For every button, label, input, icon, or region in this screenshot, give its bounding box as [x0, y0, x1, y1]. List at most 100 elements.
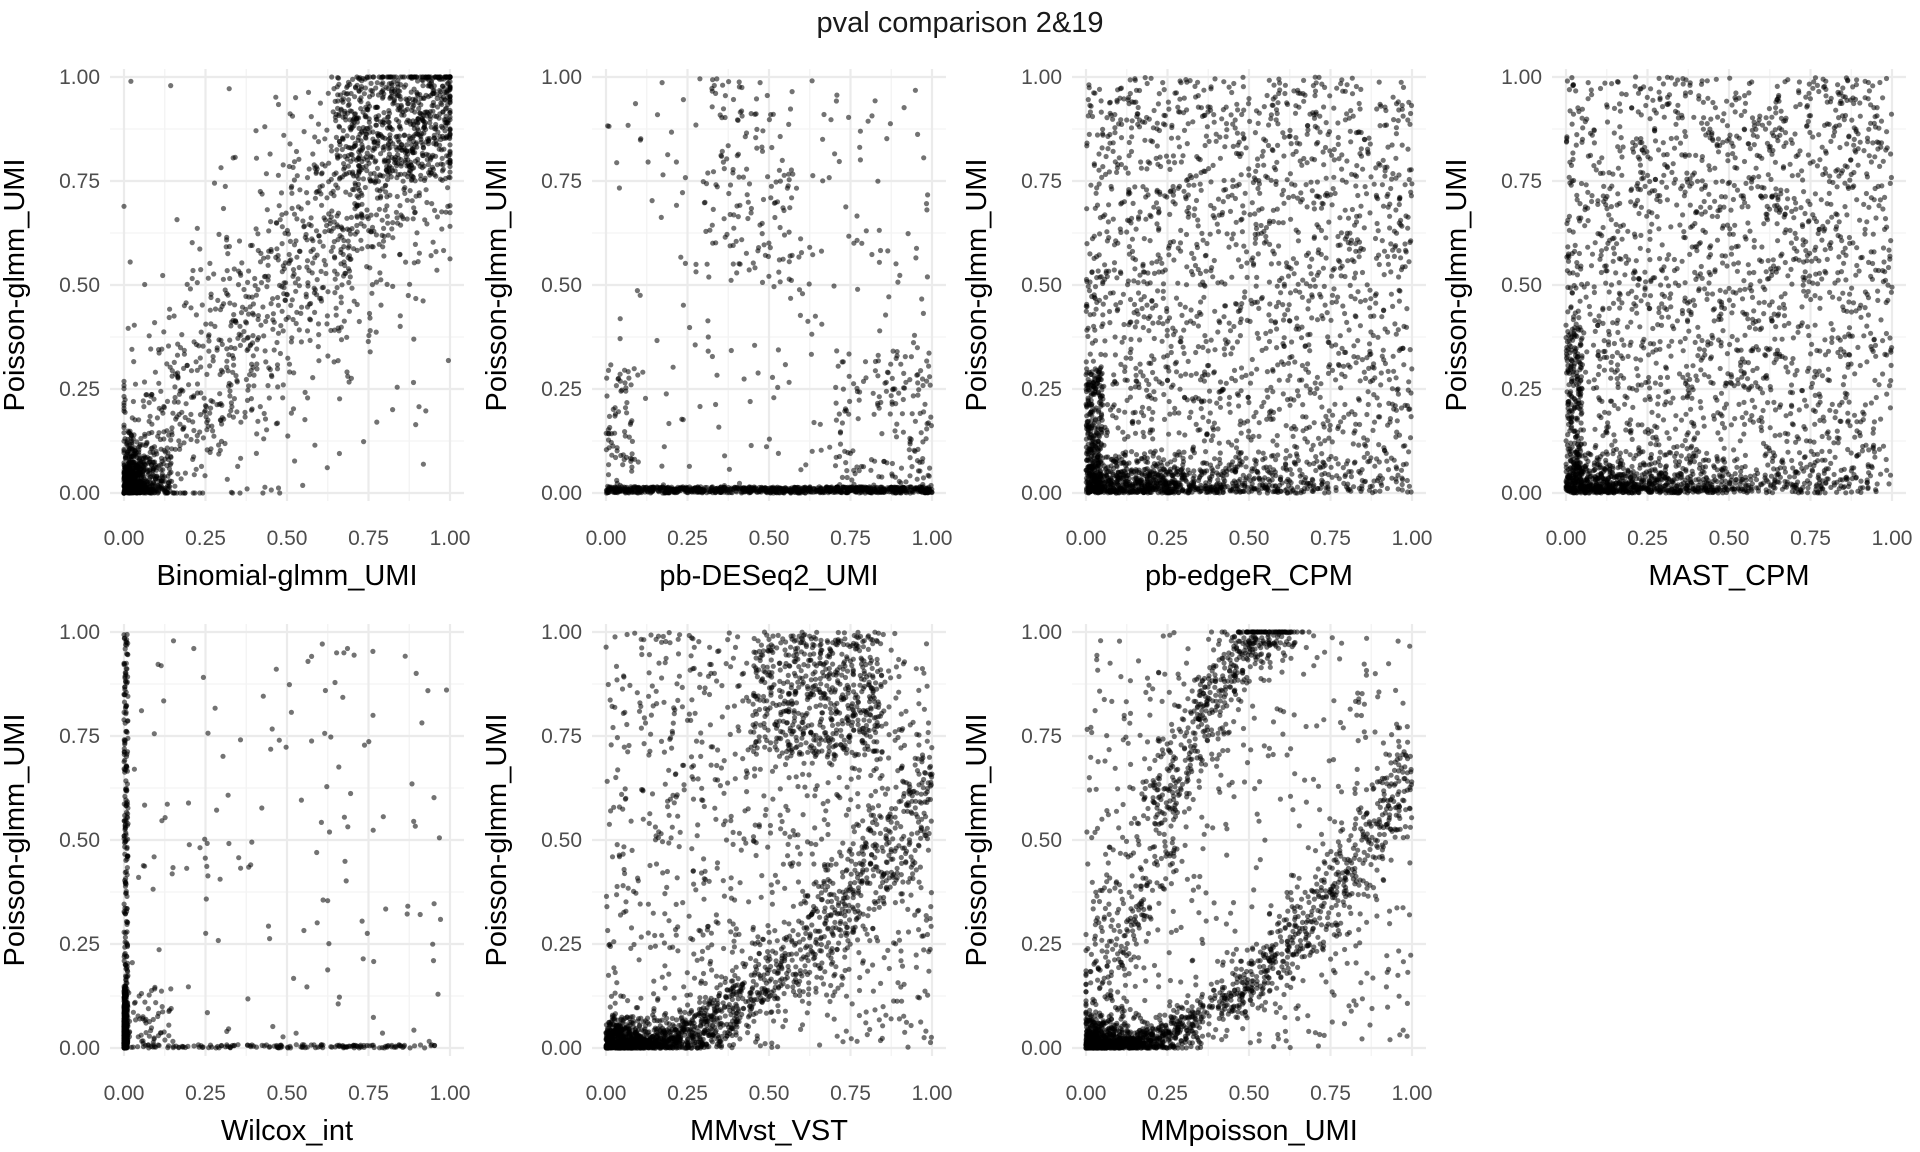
data-point [1102, 352, 1108, 358]
data-point [879, 431, 885, 437]
data-point [1287, 318, 1293, 324]
data-point [440, 83, 446, 89]
data-point [347, 145, 353, 151]
data-point [1144, 302, 1150, 308]
data-point [368, 80, 374, 86]
data-point [1281, 281, 1287, 287]
data-point [1270, 248, 1276, 254]
data-point [1407, 435, 1414, 441]
data-point [318, 295, 324, 301]
data-point [271, 347, 277, 353]
x-tick-label: 1.00 [912, 527, 953, 550]
data-point [1377, 414, 1383, 420]
data-point [310, 238, 316, 244]
data-point [674, 487, 680, 493]
data-point [248, 407, 255, 413]
data-point [360, 176, 366, 182]
data-point [1242, 289, 1248, 295]
data-point [876, 394, 882, 400]
data-point [169, 432, 175, 438]
data-point [1270, 102, 1276, 108]
data-point [283, 280, 289, 286]
data-point [839, 474, 846, 480]
data-point [790, 171, 796, 177]
data-point [311, 162, 317, 168]
data-point [289, 297, 295, 303]
data-point [786, 379, 792, 385]
data-point [1331, 157, 1337, 163]
data-point [622, 367, 628, 373]
data-point [193, 312, 199, 318]
data-point [1327, 427, 1333, 433]
data-point [194, 225, 200, 231]
data-point [395, 152, 401, 158]
data-point [921, 409, 927, 415]
data-point [200, 343, 206, 349]
data-point [731, 212, 737, 218]
data-point [397, 313, 403, 319]
data-point [366, 332, 372, 339]
data-point [434, 95, 440, 102]
data-point [238, 310, 245, 316]
data-point [1107, 320, 1113, 326]
data-point [686, 463, 693, 469]
data-point [254, 346, 260, 352]
data-point [622, 429, 628, 435]
data-point [420, 83, 426, 89]
data-point [246, 311, 252, 317]
data-point [352, 231, 358, 237]
data-point [1323, 235, 1329, 241]
data-point [1229, 236, 1235, 242]
data-point [1150, 369, 1156, 376]
data-point [306, 301, 313, 307]
data-point [390, 220, 396, 226]
data-point [1346, 327, 1352, 333]
data-point [279, 212, 285, 218]
data-point [775, 384, 781, 390]
data-point [734, 270, 740, 276]
data-point [1104, 273, 1110, 280]
data-point [305, 280, 311, 286]
data-point [389, 126, 395, 133]
data-point [833, 384, 839, 390]
data-point [920, 382, 926, 389]
data-point [214, 402, 220, 408]
data-point [1176, 144, 1182, 150]
data-point [129, 460, 135, 466]
data-point [625, 122, 631, 128]
data-point [266, 395, 272, 401]
data-point [1252, 130, 1258, 136]
data-point [722, 93, 729, 99]
data-point [1389, 386, 1395, 392]
data-point [1141, 434, 1147, 440]
x-tick-label: 0.25 [667, 527, 708, 550]
data-point [1267, 301, 1273, 307]
data-point [629, 438, 636, 444]
data-point [414, 230, 420, 236]
data-point [1342, 207, 1348, 213]
data-point [871, 411, 877, 417]
data-point [610, 443, 616, 449]
data-point [766, 117, 773, 123]
data-point [312, 134, 318, 140]
data-point [844, 474, 850, 481]
data-point [1104, 429, 1110, 435]
data-point [1149, 260, 1155, 266]
data-point [1230, 143, 1236, 149]
data-point [921, 155, 927, 161]
data-point [304, 258, 311, 264]
data-point [730, 96, 737, 103]
data-point [289, 190, 295, 196]
data-point [270, 296, 276, 302]
data-point [224, 290, 230, 297]
data-point [721, 166, 727, 172]
data-point [1176, 430, 1182, 436]
data-point [386, 146, 392, 152]
data-point [1253, 283, 1259, 289]
data-point [217, 371, 223, 378]
data-point [1246, 399, 1252, 406]
data-point [385, 85, 391, 92]
data-point [832, 463, 839, 469]
data-point [1106, 202, 1112, 208]
data-point [312, 195, 318, 201]
